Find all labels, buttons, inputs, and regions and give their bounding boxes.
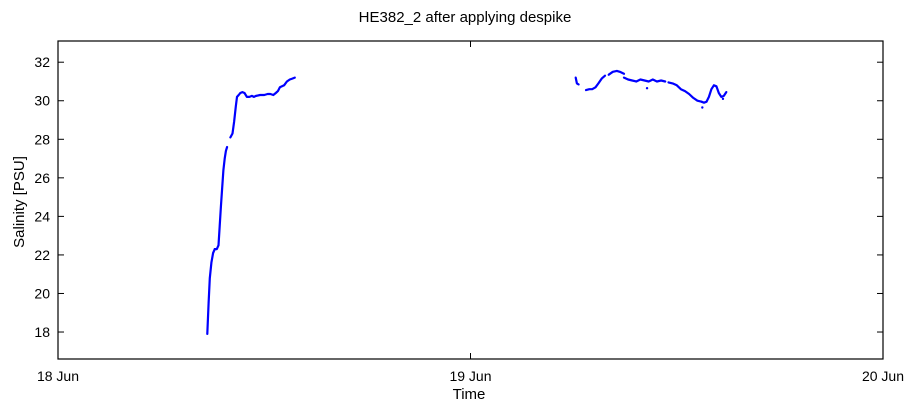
series-line-segment	[574, 76, 580, 86]
series-line-segment	[700, 84, 728, 104]
y-axis-ticks: 18 20 22 24 26 28 30 32	[34, 54, 883, 340]
x-tick-label: 19 Jun	[449, 368, 491, 384]
y-tick-label: 28	[34, 131, 50, 147]
data-point	[701, 106, 704, 109]
x-axis-label: Time	[453, 386, 486, 403]
y-tick-label: 24	[34, 208, 50, 224]
y-tick-label: 32	[34, 54, 50, 70]
y-tick-label: 18	[34, 324, 50, 340]
x-axis-ticks: 18 Jun 19 Jun 20 Jun	[37, 41, 904, 384]
x-tick-label: 18 Jun	[37, 368, 79, 384]
data-point	[721, 97, 725, 101]
series-layer	[206, 69, 728, 335]
y-axis-label: Salinity [PSU]	[11, 156, 28, 248]
plot-frame	[57, 40, 884, 360]
series-line-segment	[584, 74, 607, 92]
chart-title: HE382_2 after applying despike	[359, 9, 572, 26]
data-point	[645, 87, 649, 90]
series-line-segment	[254, 76, 296, 98]
y-tick-label: 20	[34, 285, 50, 301]
series-line-segment	[213, 145, 229, 251]
plot-area	[57, 40, 884, 360]
series-line-segment	[667, 81, 703, 103]
series-line-segment	[229, 90, 258, 139]
y-tick-label: 26	[34, 170, 50, 186]
series-line-segment	[607, 69, 626, 76]
y-tick-label: 22	[34, 247, 50, 263]
y-tick-label: 30	[34, 93, 50, 109]
series-line-segment	[206, 248, 216, 335]
x-tick-label: 20 Jun	[862, 368, 904, 384]
series-line-segment	[622, 76, 667, 83]
